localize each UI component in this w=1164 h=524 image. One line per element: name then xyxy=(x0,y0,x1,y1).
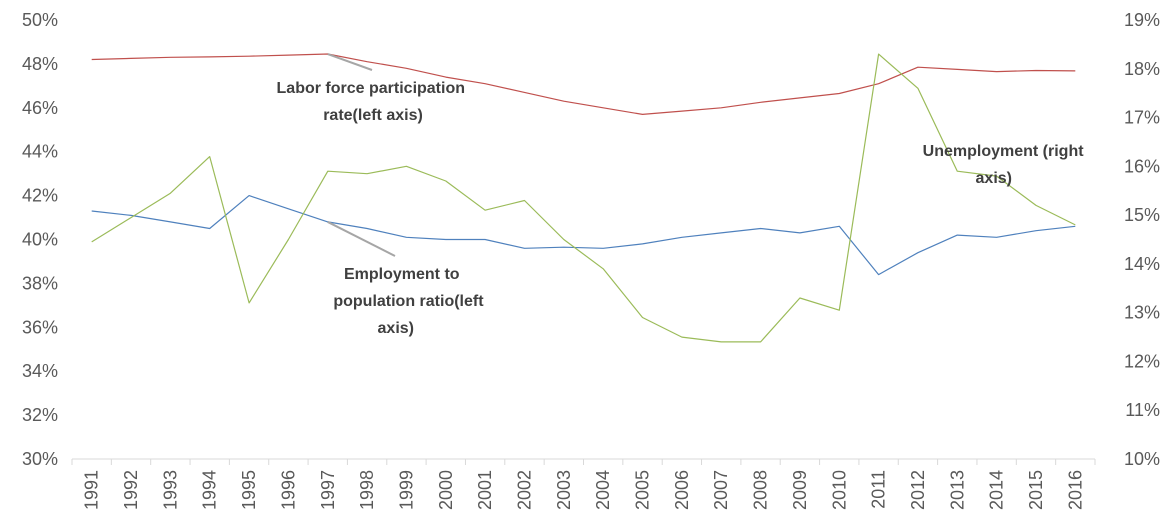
x-tick-label: 1995 xyxy=(239,470,259,510)
left-tick-label: 44% xyxy=(22,142,58,162)
left-tick-label: 34% xyxy=(22,361,58,381)
x-tick-label: 2008 xyxy=(751,470,771,510)
leader-line-employment xyxy=(327,221,396,257)
right-tick-label: 11% xyxy=(1125,400,1160,420)
left-tick-label: 30% xyxy=(22,449,58,469)
right-tick-label: 17% xyxy=(1124,108,1160,128)
annotation-unemployment: Unemployment (right axis) xyxy=(923,143,1088,187)
right-axis-ticks: 10% 11% 12% 13% 14% 15% 16% 17% 18% 19% xyxy=(1124,10,1160,469)
x-tick-label: 2001 xyxy=(475,470,495,510)
x-tick-label: 2000 xyxy=(436,470,456,510)
right-tick-label: 13% xyxy=(1124,303,1160,323)
right-tick-label: 15% xyxy=(1124,205,1160,225)
x-tick-label: 2011 xyxy=(869,470,889,509)
right-tick-label: 12% xyxy=(1124,351,1160,371)
left-tick-label: 50% xyxy=(22,10,58,30)
series-layer xyxy=(91,53,1076,343)
leader-line-labor-force xyxy=(327,53,373,71)
annotation-labor-force-line2: rate(left axis) xyxy=(323,107,423,124)
x-tick-label: 2009 xyxy=(790,470,810,510)
left-tick-label: 42% xyxy=(22,186,58,206)
left-tick-label: 36% xyxy=(22,317,58,337)
x-axis-ticks: 1991 1992 1993 1994 1995 1996 1997 1998 1999 2000… xyxy=(71,459,1096,510)
right-tick-label: 16% xyxy=(1124,156,1160,176)
right-tick-label: 10% xyxy=(1124,449,1160,469)
left-tick-label: 32% xyxy=(22,405,58,425)
x-tick-label: 2010 xyxy=(829,470,849,510)
x-tick-label: 2003 xyxy=(554,470,574,510)
annotation-employment-line3: axis) xyxy=(378,320,414,337)
right-tick-label: 19% xyxy=(1124,10,1160,30)
annotation-employment-line1: Employment to xyxy=(344,266,460,283)
x-tick-label: 1991 xyxy=(82,470,102,510)
x-tick-label: 2004 xyxy=(593,470,613,510)
x-tick-label: 2015 xyxy=(1026,470,1046,510)
annotation-unemployment-line1: Unemployment (right xyxy=(923,143,1085,160)
x-tick-label: 1999 xyxy=(396,470,416,510)
right-tick-label: 18% xyxy=(1124,59,1160,79)
annotation-unemployment-line2: axis) xyxy=(976,170,1012,187)
x-tick-label: 1998 xyxy=(357,470,377,510)
left-tick-label: 38% xyxy=(22,273,58,293)
annotation-employment-line2: population ratio(left xyxy=(333,293,484,310)
series-line-labor-force xyxy=(91,53,1076,116)
right-tick-label: 14% xyxy=(1124,254,1160,274)
x-tick-label: 2012 xyxy=(908,470,928,510)
x-tick-label: 1994 xyxy=(200,470,220,510)
left-tick-label: 48% xyxy=(22,54,58,74)
left-tick-label: 40% xyxy=(22,230,58,250)
x-tick-label: 2013 xyxy=(947,470,967,510)
annotation-leaders xyxy=(327,53,396,257)
series-line-employment-ratio xyxy=(91,195,1076,276)
x-tick-label: 1992 xyxy=(121,470,141,510)
series-line-unemployment xyxy=(91,53,1076,343)
x-tick-label: 2014 xyxy=(987,470,1007,510)
x-tick-label: 1993 xyxy=(160,470,180,510)
x-tick-label: 1997 xyxy=(318,470,338,510)
annotation-labor-force: Labor force participation rate(left axis… xyxy=(277,80,470,124)
x-tick-label: 1996 xyxy=(278,470,298,510)
x-tick-label: 2002 xyxy=(514,470,534,510)
annotation-employment-ratio: Employment to population ratio(left axis… xyxy=(333,266,488,337)
x-tick-label: 2006 xyxy=(672,470,692,510)
x-tick-label: 2005 xyxy=(633,470,653,510)
x-tick-label: 2016 xyxy=(1065,470,1085,510)
x-tick-label: 2007 xyxy=(711,470,731,510)
annotation-labor-force-line1: Labor force participation xyxy=(277,80,465,97)
left-axis-ticks: 30% 32% 34% 36% 38% 40% 42% 44% 46% 48% 50% xyxy=(22,10,58,469)
left-tick-label: 46% xyxy=(22,98,58,118)
